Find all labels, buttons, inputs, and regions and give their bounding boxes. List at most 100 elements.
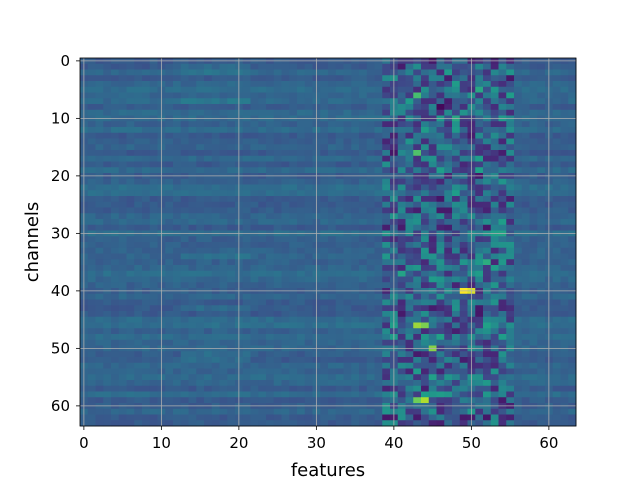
heatmap-cell (506, 242, 515, 249)
heatmap-cell (118, 368, 127, 375)
heatmap-cell (382, 109, 391, 116)
heatmap-cell (126, 408, 135, 415)
heatmap-cell (149, 236, 158, 243)
heatmap-cell (351, 242, 360, 249)
heatmap-cell (506, 414, 515, 421)
y-tick-label: 60 (51, 397, 70, 415)
heatmap-cell (428, 121, 437, 128)
heatmap-cell (204, 414, 213, 421)
heatmap-cell (289, 196, 298, 203)
heatmap-cell (204, 213, 213, 220)
heatmap-cell (343, 265, 352, 272)
heatmap-cell (343, 253, 352, 260)
heatmap-cell (289, 391, 298, 398)
heatmap-cell (537, 132, 546, 139)
heatmap-cell (180, 104, 189, 111)
heatmap-cell (173, 253, 182, 260)
heatmap-cell (227, 81, 236, 88)
heatmap-cell (118, 167, 127, 174)
heatmap-cell (142, 196, 151, 203)
heatmap-cell (459, 63, 468, 70)
heatmap-cell (343, 311, 352, 318)
heatmap-cell (428, 328, 437, 335)
heatmap-cell (343, 374, 352, 381)
heatmap-cell (483, 127, 492, 134)
heatmap-cell (498, 311, 507, 318)
heatmap-cell (211, 305, 220, 312)
heatmap-cell (366, 86, 375, 93)
heatmap-cell (142, 236, 151, 243)
heatmap-cell (452, 224, 461, 231)
heatmap-cell (335, 276, 344, 283)
heatmap-cell (304, 155, 313, 162)
heatmap-cell (343, 167, 352, 174)
heatmap-cell (134, 236, 143, 243)
heatmap-cell (304, 63, 313, 70)
heatmap-cell (498, 299, 507, 306)
heatmap-cell (397, 259, 406, 266)
heatmap-cell (219, 69, 228, 76)
heatmap-cell (281, 282, 290, 289)
heatmap-cell (498, 75, 507, 82)
heatmap-cell (382, 184, 391, 191)
heatmap-cell (87, 311, 96, 318)
x-tick-label: 40 (384, 434, 403, 452)
heatmap-cell (196, 167, 205, 174)
heatmap-cell (552, 121, 561, 128)
heatmap-cell (118, 150, 127, 157)
heatmap-cell (452, 351, 461, 358)
heatmap-cell (343, 276, 352, 283)
heatmap-cell (219, 184, 228, 191)
heatmap-cell (397, 357, 406, 364)
heatmap-cell (421, 334, 430, 341)
heatmap-cell (328, 121, 337, 128)
heatmap-cell (366, 150, 375, 157)
heatmap-cell (366, 351, 375, 358)
heatmap-cell (428, 161, 437, 168)
heatmap-cell (173, 104, 182, 111)
heatmap-cell (281, 362, 290, 369)
heatmap-cell (103, 207, 112, 214)
heatmap-cell (452, 236, 461, 243)
heatmap-cell (490, 242, 499, 249)
heatmap-cell (111, 362, 120, 369)
heatmap-cell (436, 150, 445, 157)
heatmap-cell (452, 184, 461, 191)
heatmap-cell (289, 253, 298, 260)
heatmap-cell (227, 219, 236, 226)
heatmap-cell (560, 121, 569, 128)
heatmap-cell (196, 299, 205, 306)
heatmap-cell (320, 213, 329, 220)
heatmap-cell (421, 236, 430, 243)
heatmap-cell (126, 155, 135, 162)
heatmap-cell (142, 213, 151, 220)
heatmap-cell (111, 270, 120, 277)
heatmap-cell (483, 190, 492, 197)
heatmap-cell (568, 224, 577, 231)
heatmap-cell (343, 380, 352, 387)
heatmap-cell (359, 339, 368, 346)
heatmap-cell (134, 224, 143, 231)
heatmap-cell (149, 167, 158, 174)
heatmap-cell (568, 293, 577, 300)
heatmap-cell (258, 178, 267, 185)
heatmap-cell (204, 351, 213, 358)
heatmap-cell (506, 408, 515, 415)
heatmap-cell (382, 420, 391, 427)
heatmap-cell (95, 380, 104, 387)
heatmap-cell (382, 196, 391, 203)
heatmap-cell (459, 109, 468, 116)
heatmap-cell (87, 420, 96, 427)
heatmap-cell (359, 368, 368, 375)
heatmap-cell (374, 385, 383, 392)
heatmap-cell (359, 150, 368, 157)
heatmap-cell (328, 408, 337, 415)
heatmap-cell (405, 242, 414, 249)
heatmap-cell (227, 75, 236, 82)
heatmap-cell (444, 328, 453, 335)
heatmap-cell (444, 138, 453, 145)
heatmap-cell (459, 201, 468, 208)
heatmap-cell (134, 242, 143, 249)
heatmap-cell (374, 311, 383, 318)
heatmap-cell (436, 397, 445, 404)
